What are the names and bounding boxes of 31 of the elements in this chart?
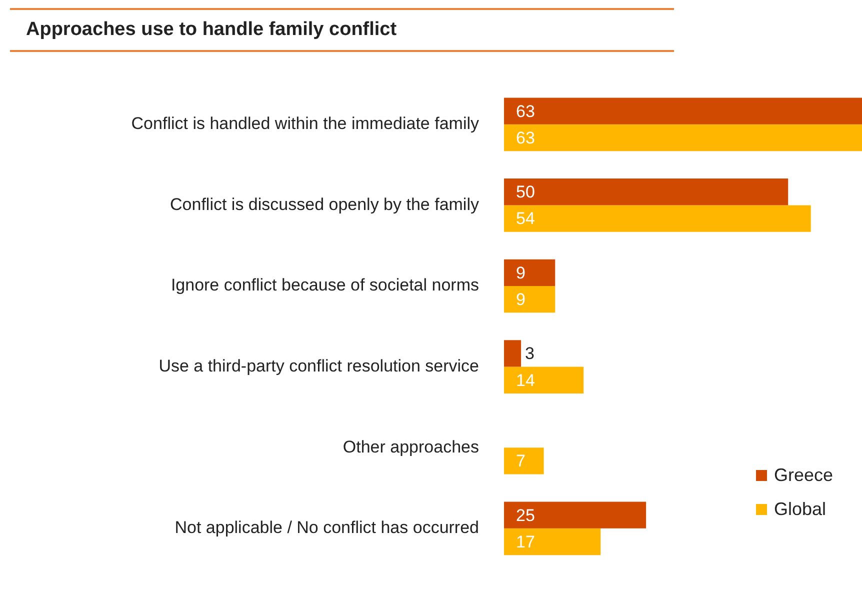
data-label: 7 xyxy=(516,452,526,471)
bar xyxy=(504,98,862,124)
bar xyxy=(504,178,788,206)
bar xyxy=(504,340,522,367)
legend-label: Greece xyxy=(774,464,834,486)
bar xyxy=(504,502,646,528)
bar xyxy=(504,366,584,394)
data-label: 54 xyxy=(516,209,535,228)
data-label: 63 xyxy=(516,128,535,148)
data-label: 25 xyxy=(516,506,535,525)
bar xyxy=(504,286,556,313)
legend-label: Global xyxy=(774,498,826,520)
data-label: 9 xyxy=(516,290,526,310)
bar xyxy=(504,205,811,232)
data-label: 17 xyxy=(516,532,535,552)
bar xyxy=(504,259,556,286)
bar xyxy=(504,124,862,152)
bar xyxy=(504,448,544,474)
bar xyxy=(504,528,601,556)
y-tick-label: Not applicable / No conflict has occurred xyxy=(174,518,479,538)
data-label: 3 xyxy=(525,344,535,364)
y-tick-label: Other approaches xyxy=(342,437,479,456)
data-label: 50 xyxy=(516,182,535,202)
y-tick-label: Use a third-party conflict resolution service xyxy=(158,356,479,376)
y-tick-label: Conflict is discussed openly by the family xyxy=(170,194,480,214)
data-label: 9 xyxy=(516,263,526,282)
y-tick-label: Ignore conflict because of societal norms xyxy=(170,276,479,295)
text: Approaches use to handle family conflict xyxy=(10,8,674,52)
data-label: 14 xyxy=(516,370,535,390)
y-tick-label: Conflict is handled within the immediate family xyxy=(131,114,480,134)
data-label: 63 xyxy=(516,102,535,121)
